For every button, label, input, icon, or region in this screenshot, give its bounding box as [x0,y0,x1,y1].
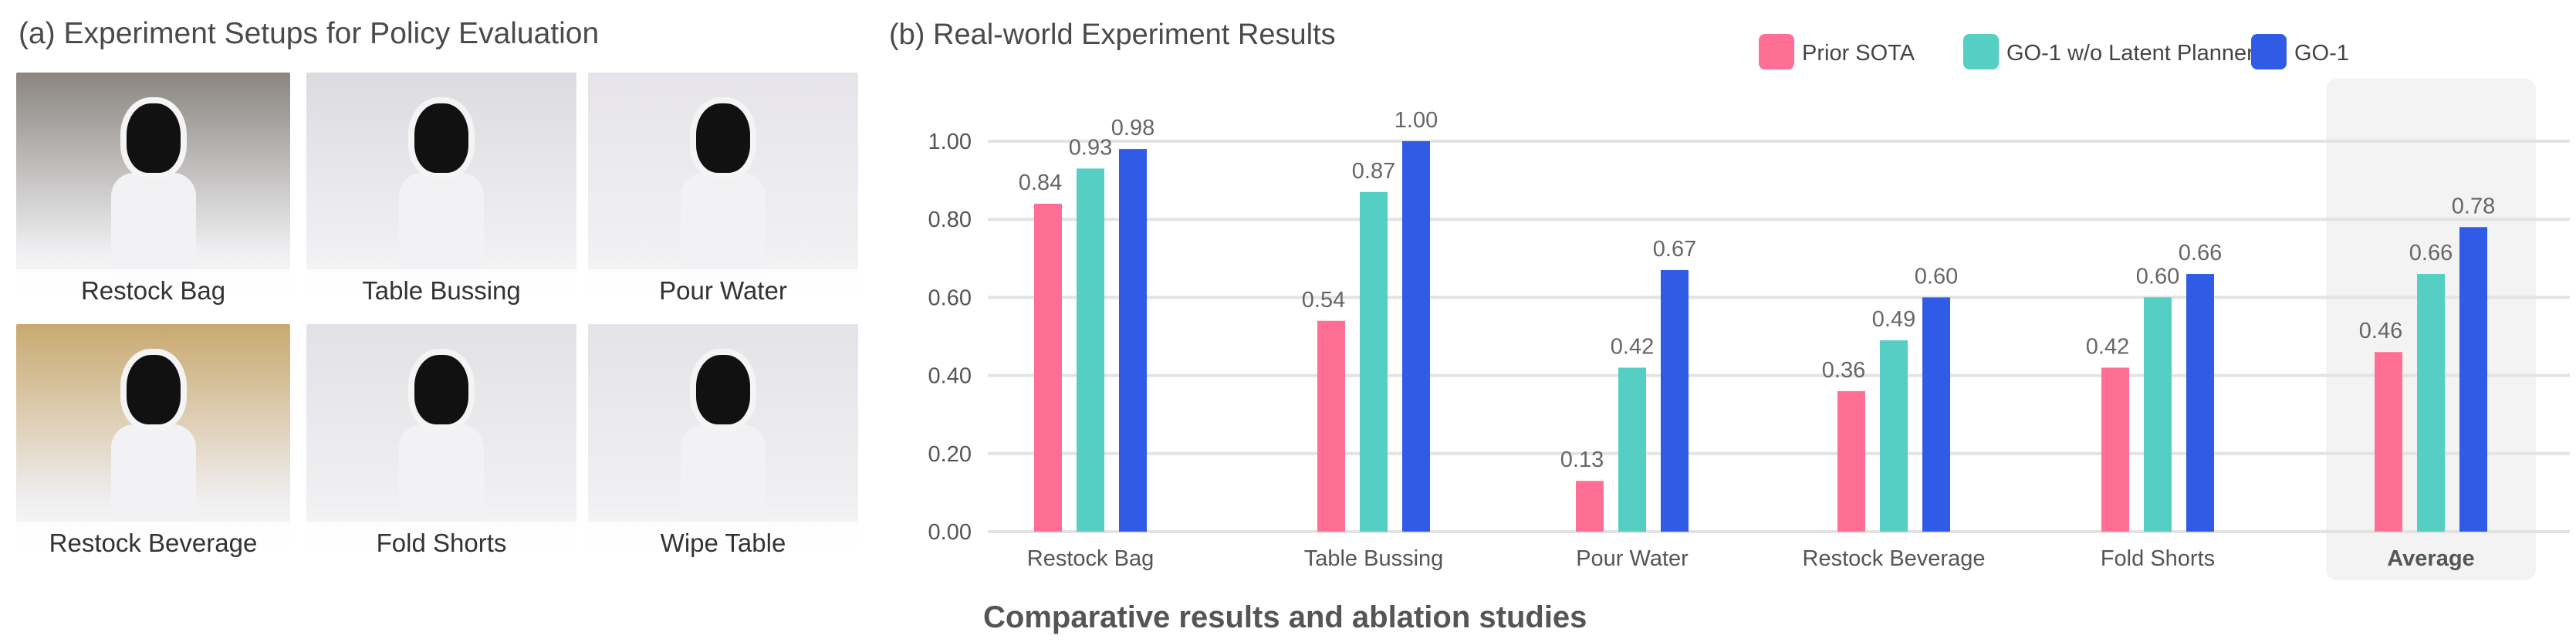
setups-panel-title: (a) Experiment Setups for Policy Evaluat… [19,17,600,50]
bar-prior-sota [1317,320,1345,532]
legend-swatch [2251,34,2287,69]
legend-label: GO-1 [2294,41,2349,66]
x-category-label: Restock Beverage [1803,546,1986,571]
value-label: 0.42 [1611,334,1654,359]
value-label: 1.00 [1394,108,1438,133]
x-category-label: Pour Water [1576,546,1689,571]
value-label: 0.66 [2179,241,2222,265]
bar-go-1-w-o-latent-planner [2417,274,2445,532]
value-label: 0.67 [1653,237,1696,262]
x-category-label: Restock Bag [1027,546,1154,571]
value-label: 0.87 [1352,159,1395,184]
y-tick-label: 0.60 [928,286,972,310]
experiment-photo: Fold Shorts [306,324,576,565]
y-tick-label: 0.80 [928,208,972,232]
robot-image [681,424,766,540]
x-category-label: Table Bussing [1304,546,1444,571]
value-label: 0.98 [1111,116,1154,140]
bar-prior-sota [1837,390,1865,532]
experiment-photo: Restock Beverage [16,324,290,565]
photo-label: Restock Bag [16,269,290,313]
robot-head-image [696,103,750,173]
bar-go-1-w-o-latent-planner [1077,168,1104,532]
bar-go-1 [2186,274,2214,532]
legend-label: Prior SOTA [1802,41,1915,66]
value-label: 0.36 [1822,358,1865,383]
bar-go-1 [1402,141,1430,532]
photo-label: Fold Shorts [306,522,576,565]
photo-label: Table Bussing [306,269,576,313]
bar-go-1-w-o-latent-planner [1880,340,1908,532]
y-tick-label: 0.40 [928,364,972,389]
figure-caption: Comparative results and ablation studies [983,600,1587,634]
bar-go-1 [1119,149,1147,532]
bar-go-1 [1661,269,1689,532]
experiment-photo: Pour Water [588,73,858,313]
value-label: 0.54 [1302,288,1345,313]
y-tick-label: 0.00 [928,520,972,545]
y-tick-label: 0.20 [928,442,972,467]
value-label: 0.84 [1019,171,1062,195]
value-label: 0.46 [2359,319,2402,343]
robot-head-image [126,355,181,424]
legend-label: GO-1 w/o Latent Planner [2006,41,2254,66]
bar-prior-sota [2101,367,2129,532]
legend-swatch [1759,34,1794,69]
robot-image [399,424,484,540]
robot-head-image [126,103,181,173]
experiment-photo: Restock Bag [16,73,290,313]
experiment-photo: Wipe Table [588,324,858,565]
value-label: 0.60 [1915,264,1958,289]
value-label: 0.93 [1069,135,1112,160]
bar-go-1 [2459,227,2487,532]
value-label: 0.78 [2452,194,2495,218]
robot-image [110,424,196,540]
legend-swatch [1963,34,1999,69]
value-label: 0.42 [2086,334,2129,359]
photo-label: Pour Water [588,269,858,313]
robot-head-image [414,355,468,424]
bar-go-1 [1922,297,1950,532]
x-category-label: Average [2387,546,2474,571]
photo-label: Wipe Table [588,522,858,565]
value-label: 0.60 [2136,264,2179,289]
bar-go-1-w-o-latent-planner [2144,297,2172,532]
bar-prior-sota [2375,352,2402,532]
x-category-label: Fold Shorts [2101,546,2215,571]
photo-label: Restock Beverage [16,522,290,565]
y-tick-label: 1.00 [928,130,972,154]
robot-head-image [696,355,750,424]
value-label: 0.13 [1560,448,1604,472]
value-label: 0.49 [1872,307,1915,332]
bar-go-1-w-o-latent-planner [1618,367,1646,532]
bar-prior-sota [1576,481,1604,532]
value-label: 0.66 [2409,241,2453,265]
bar-prior-sota [1034,203,1062,532]
chart-title: (b) Real-world Experiment Results [889,19,1336,51]
robot-head-image [414,103,468,173]
experiment-photo: Table Bussing [306,73,576,313]
bar-go-1-w-o-latent-planner [1360,191,1388,532]
